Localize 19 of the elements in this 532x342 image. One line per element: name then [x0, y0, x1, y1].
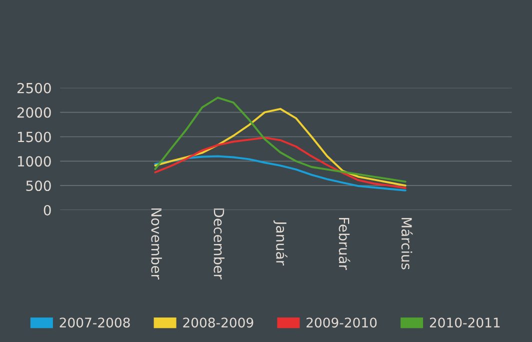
y-tick-label: 0 [44, 204, 51, 216]
y-tick-label: 2000 [17, 107, 51, 118]
y-tick-label: 2500 [17, 82, 51, 94]
y-tick-label: 1500 [18, 132, 51, 142]
legend-label: 2010-2011 [430, 318, 500, 328]
line-series [154, 108, 406, 187]
x-tick-label: Március [401, 218, 413, 270]
y-tick-label: 500 [26, 180, 51, 192]
line-series [154, 155, 406, 192]
legend-label: 2008-2009 [183, 318, 254, 328]
x-tick-label: Február [338, 218, 350, 270]
x-tick-label: Január [273, 220, 288, 266]
line-series [154, 96, 406, 183]
legend-label: 2009-2010 [306, 318, 377, 328]
y-tick-label: 1000 [18, 156, 51, 167]
line-series [154, 136, 406, 189]
x-tick-label: December [214, 208, 224, 280]
legend-label: 2007-2008 [60, 318, 130, 328]
x-tick-label: November [151, 208, 162, 280]
